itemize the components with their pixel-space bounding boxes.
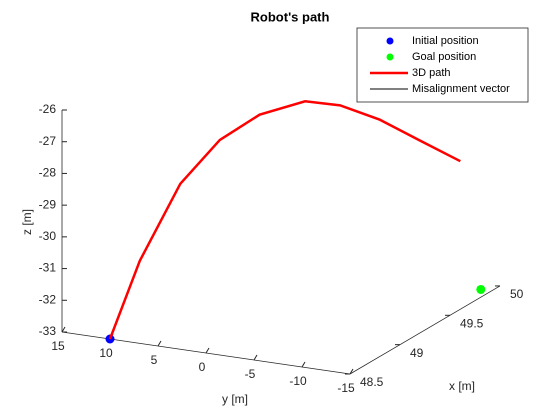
y-tick-label: 10 — [99, 346, 113, 360]
y-tick-label: 15 — [51, 339, 65, 353]
x-tick-label: 49.5 — [460, 316, 484, 330]
y-tick-label: 5 — [151, 353, 158, 367]
z-tick-label: -29 — [39, 197, 57, 211]
z-tick-label: -30 — [39, 229, 57, 243]
x-tick-label: 48.5 — [360, 375, 384, 389]
y-tick-label: -15 — [337, 381, 355, 395]
legend-label: Misalignment vector — [412, 83, 510, 95]
y-axis-label: y [m] — [222, 392, 248, 406]
y-tick — [205, 347, 210, 354]
y-tick-label: -5 — [245, 367, 256, 381]
z-axis-label: z [m] — [20, 209, 34, 235]
z-tick-label: -28 — [39, 166, 57, 180]
x-axis-label: x [m] — [449, 379, 475, 393]
y-tick — [253, 354, 258, 361]
z-tick-label: -32 — [39, 292, 57, 306]
x-tick-label: 50 — [510, 287, 524, 301]
x-tick-label: 49 — [410, 346, 424, 360]
y-tick-label: -10 — [289, 374, 307, 388]
z-tick-label: -31 — [39, 261, 57, 275]
x-axis — [349, 285, 501, 375]
legend-key — [386, 37, 394, 45]
y-tick — [301, 361, 306, 368]
y-tick-label: 0 — [199, 360, 206, 374]
legend-label: Goal position — [412, 51, 476, 63]
y-tick — [349, 368, 354, 375]
legend-label: 3D path — [412, 67, 451, 79]
chart-title: Robot's path — [251, 9, 330, 24]
legend-label: Initial position — [412, 35, 479, 47]
z-tick-label: -26 — [39, 102, 57, 116]
position-marker — [476, 284, 486, 294]
y-tick — [61, 326, 66, 333]
z-tick-label: -27 — [39, 134, 57, 148]
legend-key — [386, 53, 394, 61]
legend — [356, 27, 529, 103]
path-line — [108, 99, 461, 340]
y-tick — [157, 340, 162, 347]
z-tick-label: -33 — [39, 324, 57, 338]
